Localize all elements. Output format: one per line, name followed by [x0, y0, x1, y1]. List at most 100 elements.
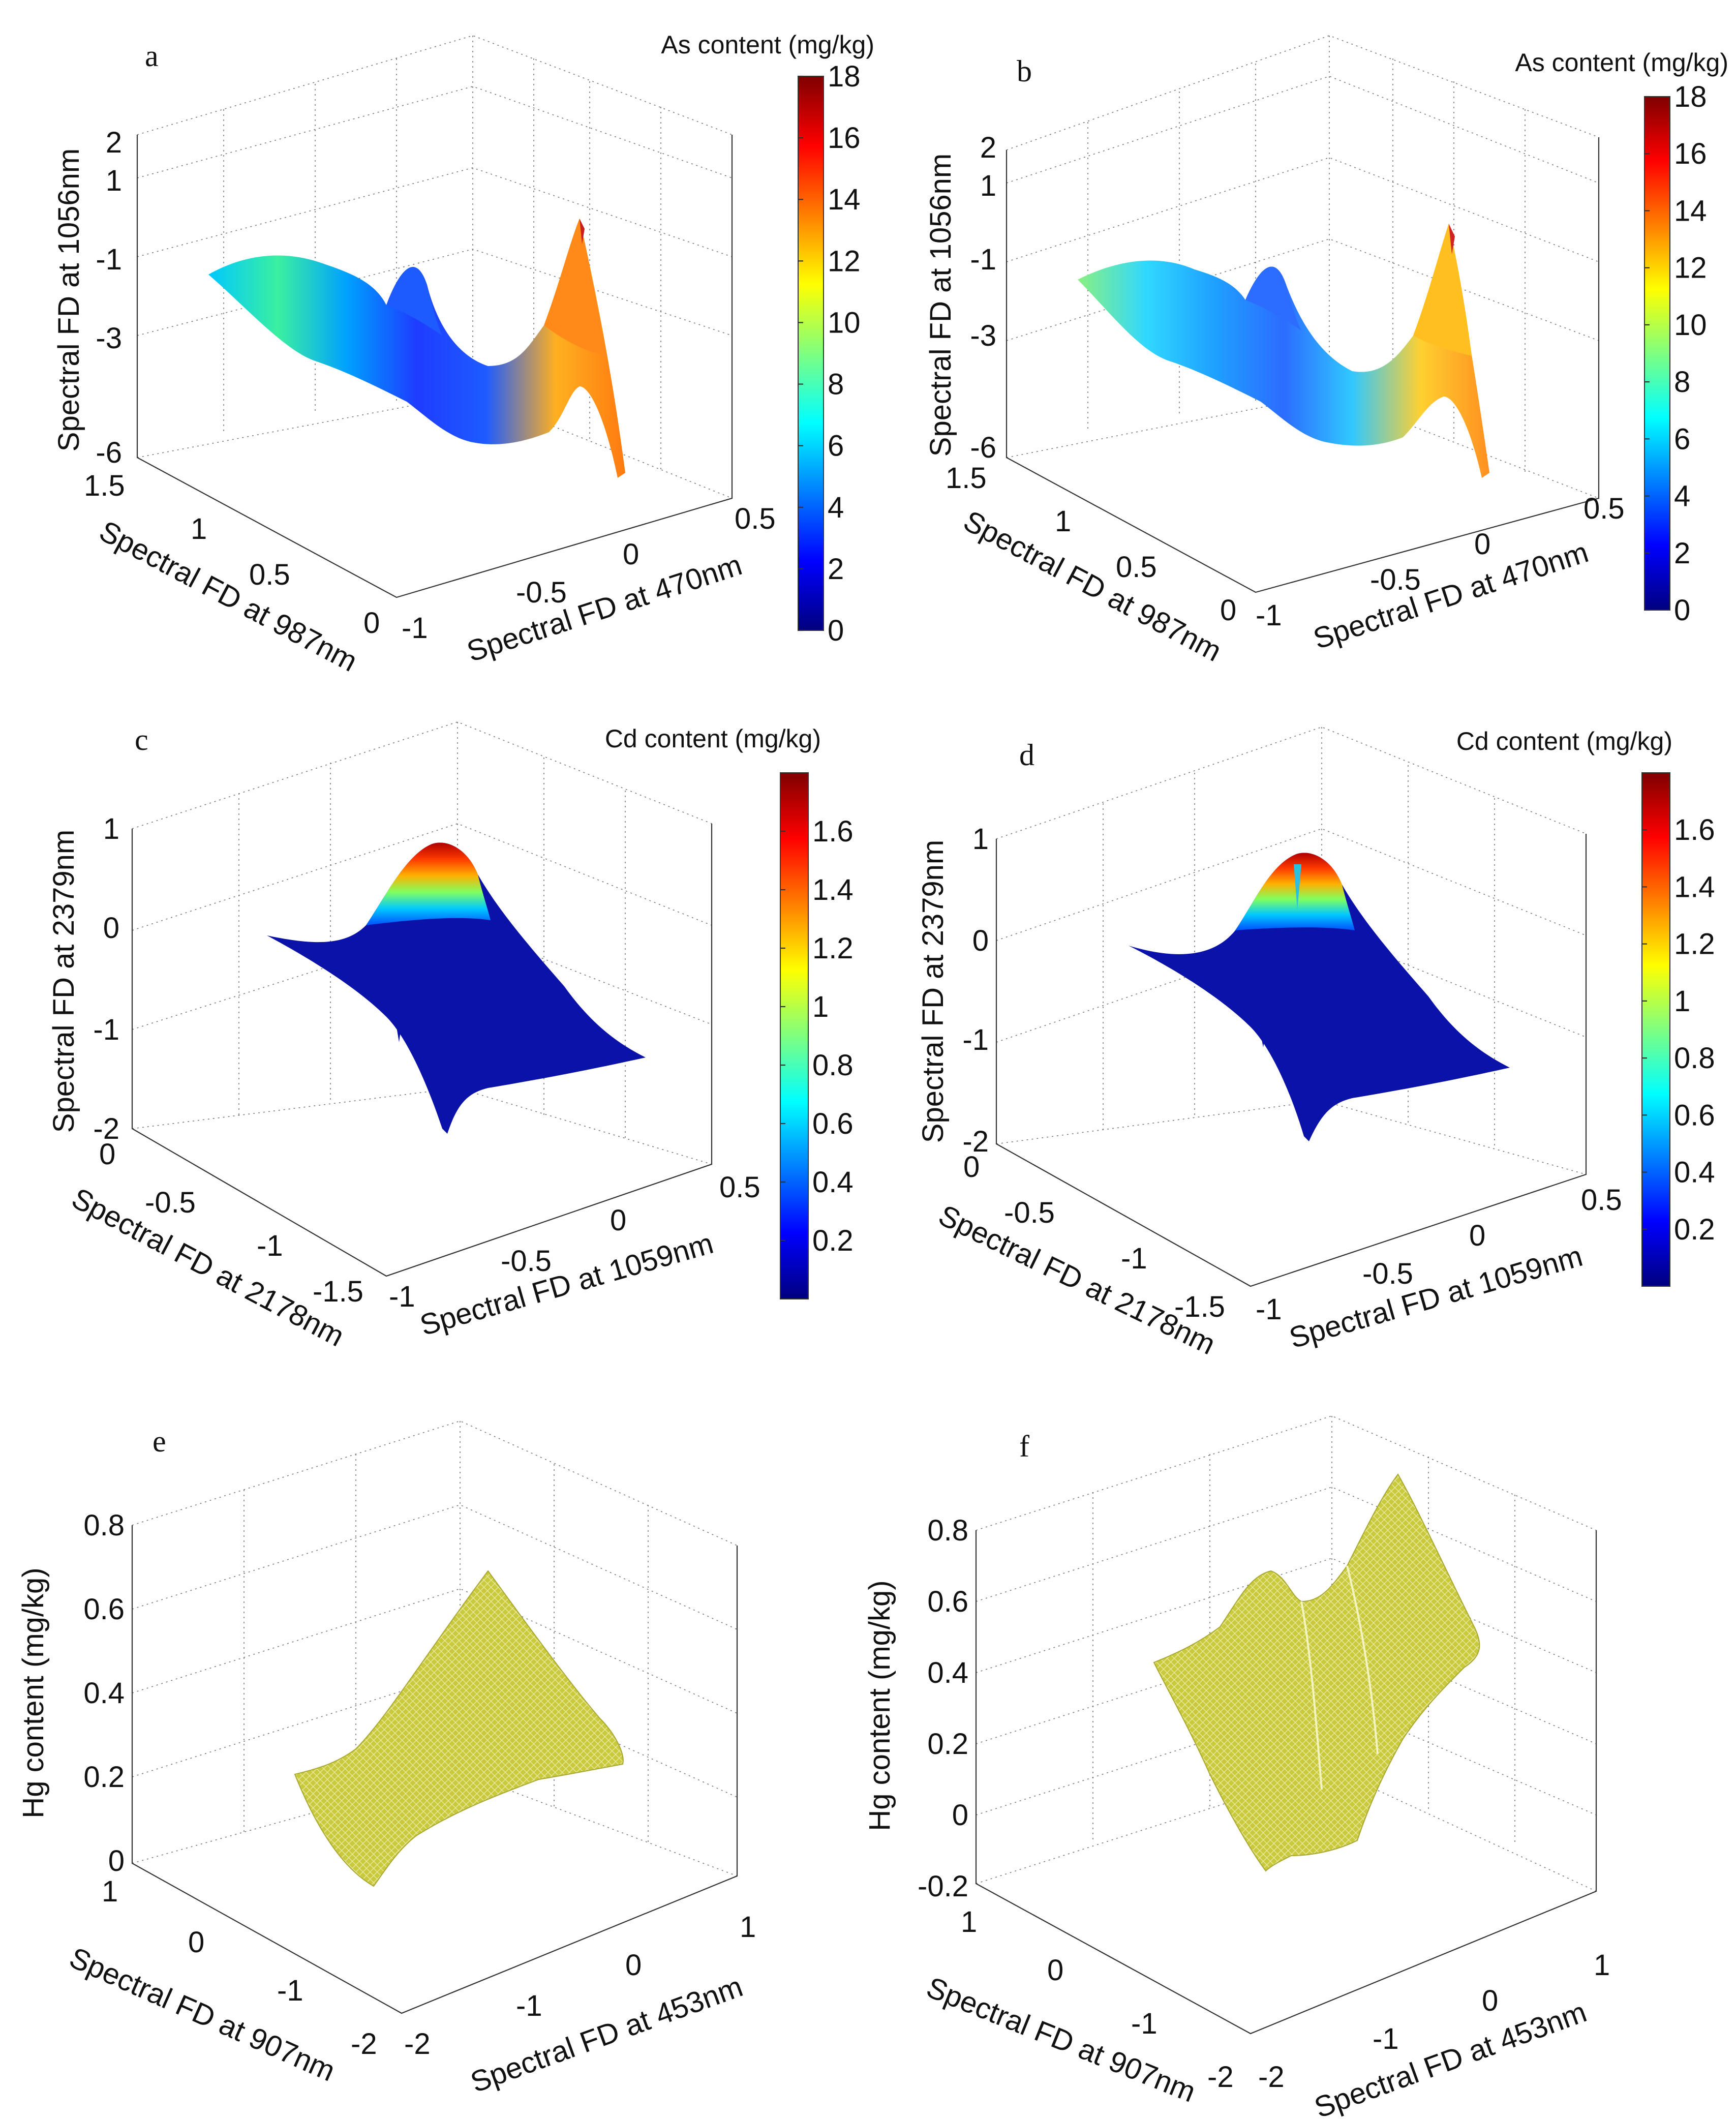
panel-a: a 2 1 -1 -3 -6 Spectral FD at 1056nm 1.5… [52, 31, 874, 678]
panel-a-ytick-labels: -1 -0.5 0 0.5 [402, 502, 776, 645]
panel-b: b 2 1 -1 -3 -6 Spectral FD at 1056nm 1.5… [924, 35, 1728, 668]
colorbar-tick-label: 6 [828, 430, 844, 463]
panel-e-letter: e [153, 1425, 166, 1458]
panel-d-ytick-labels: -1 -0.5 0 0.5 [1256, 1184, 1622, 1326]
panel-e-xtick: 1 [102, 1875, 118, 1908]
panel-d-ztick: -2 [962, 1125, 989, 1158]
panel-c-xtick: -0.5 [145, 1186, 196, 1219]
panel-b-ztick: 1 [980, 169, 996, 202]
panel-b-ztick: -3 [970, 319, 996, 352]
panel-f-box [975, 1415, 1597, 2035]
panel-a-ztick: -3 [96, 322, 122, 355]
colorbar-tick-label: 0.2 [1674, 1213, 1715, 1246]
panel-c-ytick: -1 [389, 1280, 415, 1313]
colorbar-tick-label: 1 [1674, 985, 1690, 1018]
colorbar-tick-label: 2 [1674, 537, 1690, 570]
panel-f-ztick: 0.8 [927, 1514, 968, 1547]
colorbar-tick-label: 0.6 [812, 1107, 854, 1140]
panel-e-xtick: 0 [188, 1926, 204, 1959]
panel-e-ytick: -2 [404, 2027, 431, 2061]
panel-c-ztick: -2 [93, 1112, 119, 1145]
panel-d: d 1 0 -1 -2 Spectral FD at 2379nm 0 -0.5… [917, 726, 1715, 1361]
panel-b-zlabel: Spectral FD at 1056nm [924, 154, 957, 457]
panel-c-ylabel: Spectral FD at 1059nm [416, 1227, 717, 1342]
colorbar-tick-label: 8 [828, 368, 844, 401]
colorbar-tick-label: 10 [828, 306, 861, 339]
colorbar-tick-label: 0.8 [812, 1049, 854, 1082]
panel-d-colorbar-title: Cd content (mg/kg) [1456, 727, 1672, 755]
panel-c-ytick: 0.5 [719, 1171, 760, 1204]
panel-b-ylabel: Spectral FD at 470nm [1309, 535, 1593, 655]
panel-e-ytick: -1 [516, 1989, 542, 2022]
panel-e-ztick: 0.8 [83, 1509, 125, 1542]
colorbar-tick-label: 1.2 [1674, 928, 1715, 961]
panel-d-colorbar: 0.2 0.4 0.6 0.8 1 1.2 1.4 1.6 [1641, 772, 1715, 1287]
panel-a-ytick: 0 [623, 538, 639, 571]
colorbar-tick-label: 18 [1674, 80, 1707, 113]
panel-b-ytick: 0 [1474, 528, 1490, 561]
panel-c-xtick: -1.5 [313, 1275, 363, 1308]
panel-c-ytick: 0 [610, 1204, 626, 1237]
panel-d-ytick: -0.5 [1362, 1257, 1413, 1290]
panel-a-xtick: 1 [191, 512, 207, 546]
colorbar-tick-label: 18 [828, 60, 861, 93]
panel-f-ztick-labels: 0.8 0.6 0.4 0.2 0 -0.2 [918, 1514, 968, 1903]
panel-d-xlabel: Spectral FD at 2178nm [933, 1199, 1221, 1361]
panel-e-ytick: 1 [740, 1911, 756, 1944]
colorbar-tick-label: 1.6 [1674, 813, 1715, 846]
panel-c-colorbar: 0.2 0.4 0.6 0.8 1 1.2 1.4 1.6 [780, 772, 854, 1299]
panel-d-xtick: 0 [963, 1151, 980, 1184]
panel-d-xtick: -1.5 [1174, 1290, 1225, 1323]
colorbar-tick-label: 1 [812, 990, 829, 1023]
panel-b-xtick-labels: 1.5 1 0.5 0 [946, 462, 1236, 627]
panel-a-ytick: 0.5 [735, 502, 776, 535]
colorbar-gradient [1641, 772, 1670, 1287]
panel-f-ztick: 0.4 [927, 1656, 968, 1689]
colorbar-tick-label: 0.8 [1674, 1042, 1715, 1075]
panel-f-ztick: 0.6 [927, 1585, 968, 1618]
panel-c-colorbar-title: Cd content (mg/kg) [605, 724, 821, 753]
panel-d-ztick: 1 [972, 823, 989, 856]
colorbar-tick-label: 14 [828, 183, 861, 216]
panel-c-surface [267, 842, 646, 1134]
panel-d-surface [1129, 853, 1510, 1141]
panel-c-letter: c [135, 723, 148, 756]
panel-e-xlabel: Spectral FD at 907nm [65, 1941, 340, 2088]
panel-f-xtick: -1 [1131, 2007, 1158, 2040]
panel-a-colorbar-title: As content (mg/kg) [661, 31, 874, 59]
panel-b-ztick: -1 [970, 243, 996, 276]
panel-b-surface [1078, 224, 1489, 478]
panel-b-ytick: -1 [1256, 599, 1282, 632]
panel-e-box [131, 1420, 738, 2014]
panel-f-ytick: -2 [1258, 2061, 1285, 2094]
colorbar-tick-label: 0.4 [812, 1166, 854, 1199]
panel-e-surface [294, 1570, 624, 1887]
panel-e-ylabel: Spectral FD at 453nm [466, 1970, 747, 2099]
panel-a-zlabel: Spectral FD at 1056nm [52, 148, 85, 451]
panel-e-ztick-labels: 0.8 0.6 0.4 0.2 0 [83, 1509, 125, 1878]
panel-f-xtick: 0 [1047, 1954, 1063, 1987]
panel-b-xtick: 1 [1055, 505, 1071, 538]
colorbar-tick-label: 0.2 [812, 1224, 854, 1257]
panel-f-xtick: 1 [961, 1905, 977, 1939]
panel-e-xtick-labels: 1 0 -1 -2 [102, 1875, 377, 2061]
panel-e-ztick: 0 [108, 1844, 125, 1878]
panel-d-letter: d [1019, 738, 1034, 772]
panel-f-xtick-labels: 1 0 -1 -2 [961, 1905, 1234, 2094]
panel-a-xtick: 0.5 [249, 558, 290, 591]
colorbar-tick-label: 1.2 [812, 932, 854, 965]
panel-a-box [136, 35, 733, 598]
panel-d-xtick: -1 [1121, 1242, 1147, 1275]
colorbar-tick-label: 16 [1674, 137, 1707, 170]
panel-f-xtick: -2 [1207, 2061, 1234, 2094]
panel-e: e 0.8 0.6 0.4 0.2 0 Hg content (mg/kg) 1… [17, 1420, 756, 2099]
panel-c-ztick: -1 [93, 1013, 119, 1046]
panel-b-xlabel: Spectral FD at 987nm [958, 504, 1227, 668]
panel-d-ztick: -1 [962, 1023, 989, 1056]
panel-d-box [995, 726, 1587, 1287]
panel-b-xtick: 0 [1220, 594, 1236, 627]
panel-a-letter: a [145, 39, 159, 73]
colorbar-tick-label: 0 [828, 614, 844, 647]
panel-b-colorbar: 0 2 4 6 8 10 12 14 16 18 [1644, 80, 1707, 627]
panel-a-surface [208, 219, 625, 478]
